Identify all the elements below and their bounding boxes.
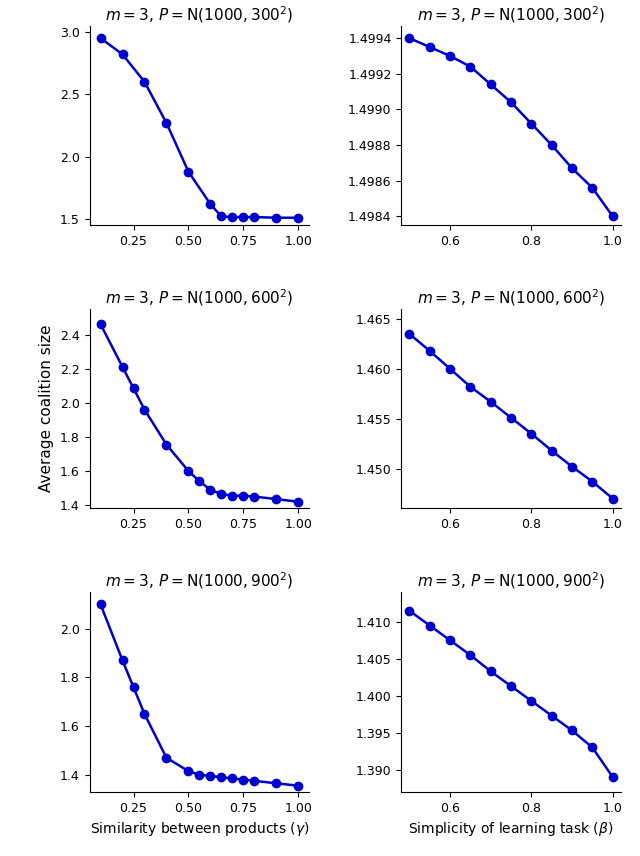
Title: $m = 3,\, P = \mathrm{N}(1000, 900^2)$: $m = 3,\, P = \mathrm{N}(1000, 900^2)$ — [105, 571, 294, 591]
Title: $m = 3,\, P = \mathrm{N}(1000, 300^2)$: $m = 3,\, P = \mathrm{N}(1000, 300^2)$ — [417, 4, 605, 25]
X-axis label: Similarity between products ($\gamma$): Similarity between products ($\gamma$) — [90, 820, 309, 838]
Y-axis label: Average coalition size: Average coalition size — [40, 325, 54, 492]
Title: $m = 3,\, P = \mathrm{N}(1000, 900^2)$: $m = 3,\, P = \mathrm{N}(1000, 900^2)$ — [417, 571, 605, 591]
X-axis label: Simplicity of learning task ($\beta$): Simplicity of learning task ($\beta$) — [408, 820, 614, 838]
Title: $m = 3,\, P = \mathrm{N}(1000, 300^2)$: $m = 3,\, P = \mathrm{N}(1000, 300^2)$ — [105, 4, 294, 25]
Title: $m = 3,\, P = \mathrm{N}(1000, 600^2)$: $m = 3,\, P = \mathrm{N}(1000, 600^2)$ — [417, 288, 605, 308]
Title: $m = 3,\, P = \mathrm{N}(1000, 600^2)$: $m = 3,\, P = \mathrm{N}(1000, 600^2)$ — [105, 288, 294, 308]
